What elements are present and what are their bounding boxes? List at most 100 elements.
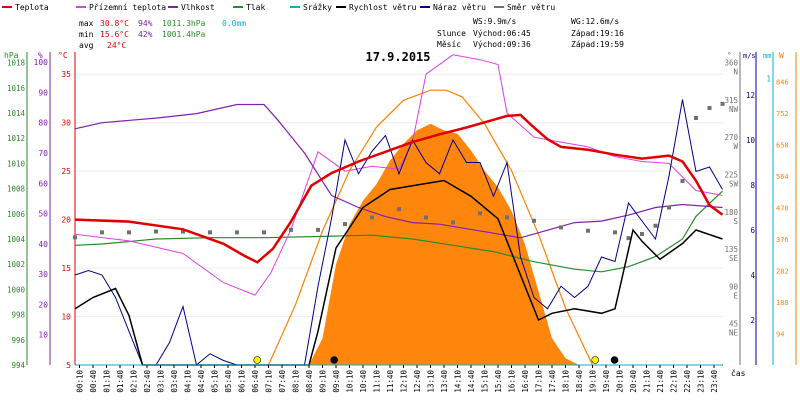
- x-tick-label: 15:10: [481, 370, 490, 393]
- tick-label-solar: 376: [776, 236, 789, 244]
- tick-label-temperature: 15: [61, 264, 71, 273]
- tick-label-direction-name: SW: [729, 179, 739, 188]
- legend-label: Rychlost větru: [349, 3, 417, 12]
- stat-min-temp: 15.6°C: [100, 30, 129, 39]
- moonset-marker: [610, 356, 619, 364]
- tick-label-humidity: 90: [38, 88, 48, 97]
- tick-label-rain: 1: [766, 75, 771, 84]
- tick-label-direction: 315: [724, 96, 738, 105]
- tick-label-humidity: 10: [38, 331, 48, 340]
- wind-speed-stat: WS:9.9m/s: [473, 17, 517, 26]
- series-wind-direction-point: [667, 205, 671, 210]
- tick-label-pressure: 1006: [7, 210, 26, 219]
- x-tick-label: 02:40: [143, 370, 152, 393]
- series-wind-direction-point: [720, 101, 725, 106]
- tick-label-pressure: 1008: [7, 185, 26, 194]
- tick-label-humidity: 60: [38, 179, 48, 188]
- series-wind-direction-point: [370, 215, 374, 220]
- sun-moon-block: WS:9.9m/s WG:12.6m/s Slunce Východ:06:45…: [437, 17, 624, 49]
- stat-max-temp: 30.8°C: [100, 19, 129, 28]
- x-tick-label: 05:40: [224, 370, 233, 393]
- tick-label-pressure: 1000: [7, 285, 26, 294]
- x-tick-label: 08:40: [305, 370, 314, 393]
- stat-max-hum: 94%: [138, 19, 153, 28]
- tick-label-humidity: 100: [34, 58, 49, 67]
- series-wind-direction-point: [289, 227, 293, 232]
- series-wind-direction-point: [640, 232, 644, 237]
- stat-max-label: max: [79, 19, 94, 28]
- tick-label-pressure: 996: [11, 336, 25, 345]
- tick-label-temperature: 35: [61, 70, 71, 79]
- sunrise-marker: [253, 356, 262, 364]
- tick-label-solar: 282: [776, 268, 789, 276]
- series-wind-direction-point: [586, 228, 590, 233]
- x-tick-label: 04:40: [197, 370, 206, 393]
- stat-max-press: 1011.3hPa: [162, 19, 206, 28]
- x-tick-label: 21:10: [643, 370, 652, 393]
- tick-label-wind: 6: [750, 226, 755, 235]
- series-wind-direction-point: [613, 230, 617, 235]
- series-wind-direction-point: [424, 215, 428, 220]
- series-wind-direction-point: [343, 222, 347, 227]
- x-tick-label: 13:10: [427, 370, 436, 393]
- series-wind-direction-point: [451, 220, 455, 225]
- x-tick-label: 01:40: [116, 370, 125, 393]
- stat-min-press: 1001.4hPa: [162, 30, 206, 39]
- tick-label-wind: 12: [746, 91, 755, 100]
- sun-label: Slunce: [437, 29, 466, 38]
- x-tick-label: 00:40: [89, 370, 98, 393]
- legend-label: Srážky: [303, 3, 332, 12]
- x-tick-label: 08:10: [292, 370, 301, 393]
- x-tick-label: 17:40: [548, 370, 557, 393]
- tick-label-solar: 94: [776, 331, 784, 339]
- tick-label-pressure: 1002: [7, 260, 25, 269]
- x-tick-label: 03:40: [170, 370, 179, 393]
- x-tick-label: 01:10: [103, 370, 112, 393]
- series-wind-direction-point: [127, 230, 131, 235]
- x-tick-label: 15:40: [494, 370, 503, 393]
- x-tick-label: 12:10: [400, 370, 409, 393]
- tick-label-pressure: 1018: [7, 59, 26, 68]
- x-tick-label: 14:40: [467, 370, 476, 393]
- x-tick-label: 07:40: [278, 370, 287, 393]
- plot-area: [73, 54, 725, 366]
- stat-avg-label: avg: [79, 41, 94, 50]
- series-theoretical-solar: [267, 89, 594, 366]
- tick-label-solar: 846: [776, 79, 789, 87]
- series-temperature: [74, 113, 724, 264]
- x-tick-label: 20:40: [629, 370, 638, 393]
- tick-label-humidity: 50: [38, 210, 48, 219]
- tick-label-wind: 10: [746, 136, 756, 145]
- x-tick-label: 19:10: [589, 370, 598, 393]
- x-tick-label: 09:40: [332, 370, 341, 393]
- x-tick-label: 16:40: [521, 370, 530, 393]
- legend-label: Teplota: [15, 3, 49, 12]
- tick-label-direction-name: NE: [729, 329, 739, 338]
- moon-label: Měsíc: [437, 40, 461, 49]
- tick-label-pressure: 998: [11, 311, 25, 320]
- axis-unit-w: W: [779, 51, 784, 60]
- x-tick-label: 23:10: [697, 370, 706, 393]
- tick-label-solar: 752: [776, 110, 789, 118]
- series-pressure: [74, 190, 723, 273]
- tick-label-temperature: 10: [61, 313, 71, 322]
- series-wind-direction-point: [235, 230, 239, 235]
- x-tick-label: 18:10: [562, 370, 571, 393]
- tick-label-temperature: 20: [61, 216, 71, 225]
- x-tick-label: 13:40: [440, 370, 449, 393]
- x-tick-label: 10:10: [346, 370, 355, 393]
- series-wind-gust: [74, 99, 723, 366]
- series-wind-direction-point: [626, 236, 631, 241]
- series-wind-direction-point: [653, 223, 658, 228]
- x-tick-label: 14:10: [454, 370, 463, 393]
- moonrise-marker: [330, 356, 339, 364]
- tick-label-humidity: 80: [38, 119, 48, 128]
- tick-label-direction: 270: [724, 133, 738, 142]
- tick-label-direction-name: N: [733, 68, 738, 77]
- series-wind-direction-point: [532, 218, 536, 223]
- moon-set: Západ:19:59: [571, 40, 624, 49]
- sun-set: Západ:19:16: [571, 29, 624, 38]
- tick-label-direction: 360: [724, 59, 738, 68]
- x-tick-label: 06:40: [251, 370, 260, 393]
